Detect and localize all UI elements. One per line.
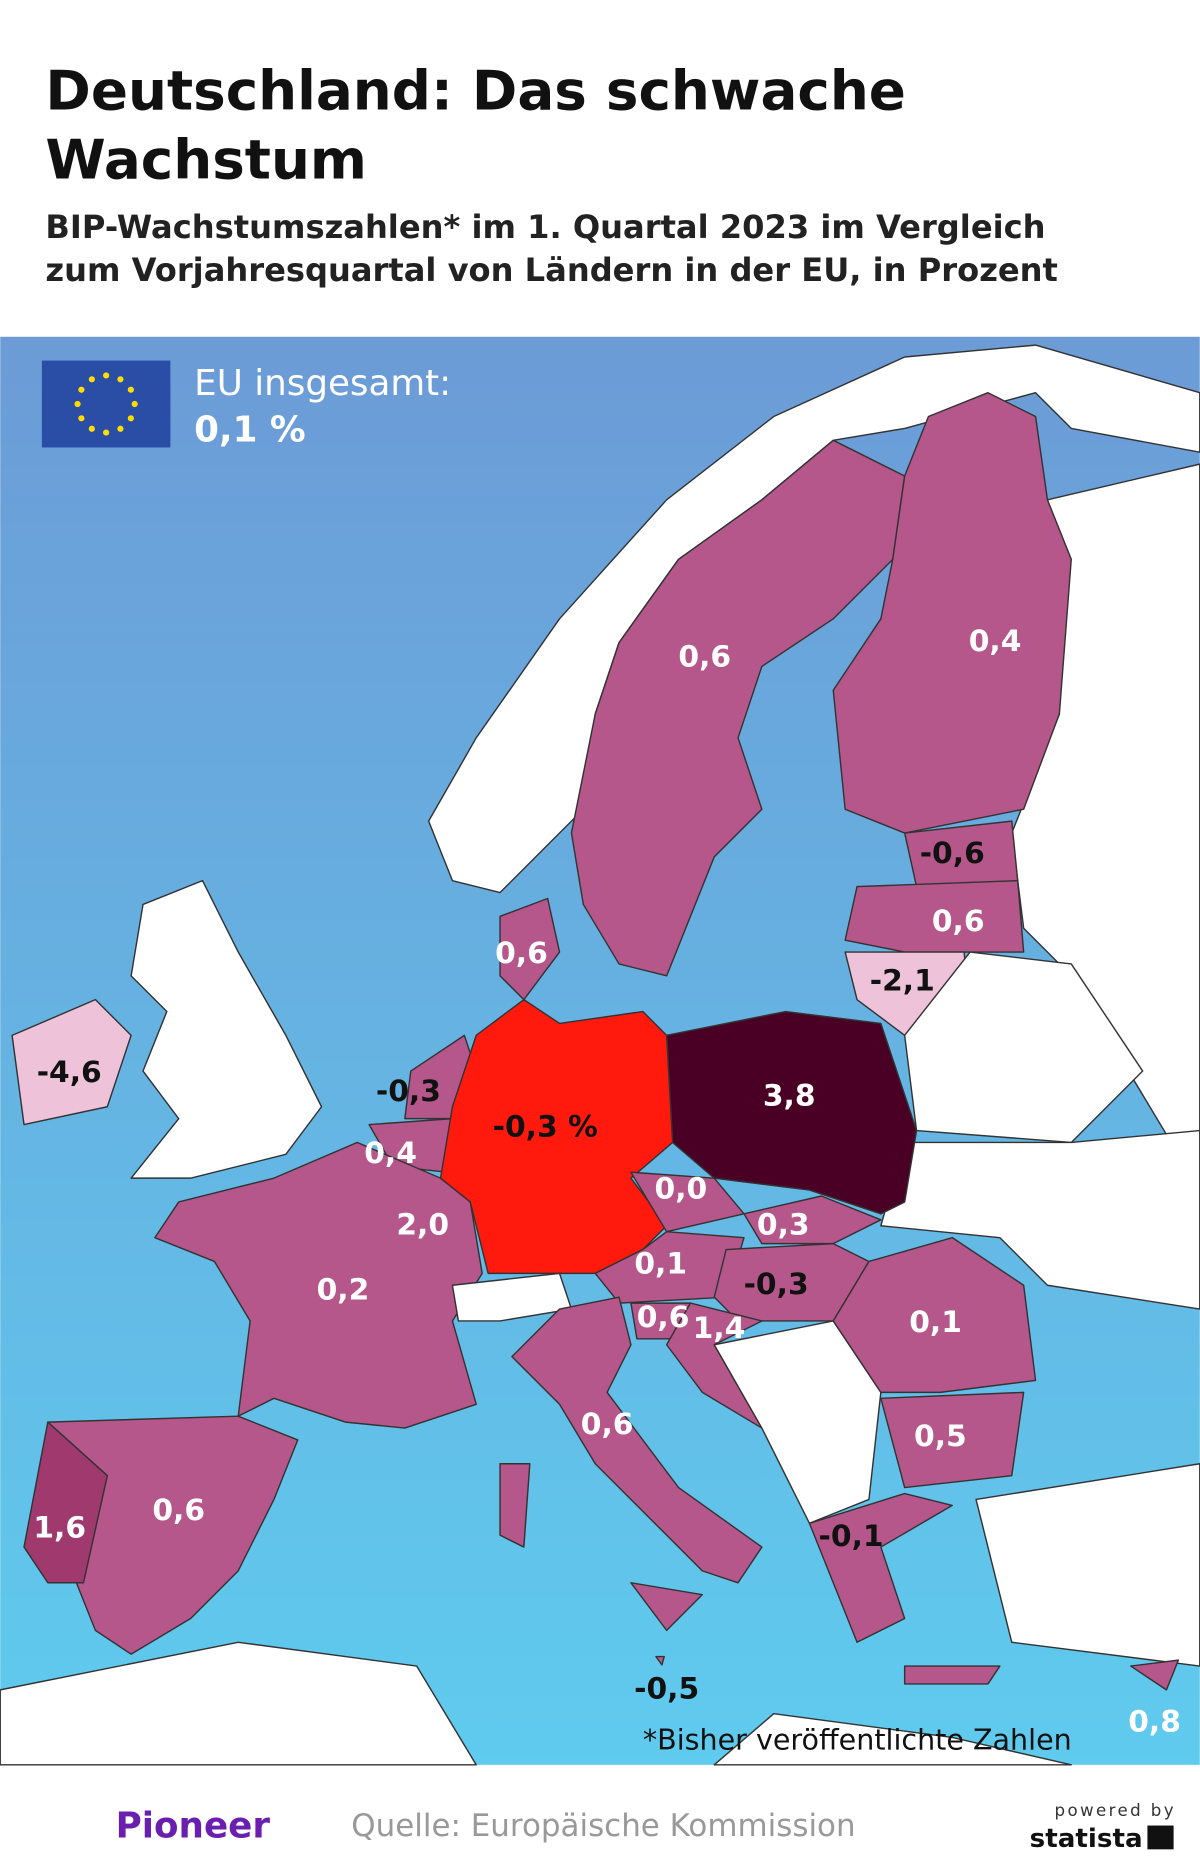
- statista-icon: [1147, 1825, 1174, 1850]
- value-label: -0,3: [376, 1074, 441, 1109]
- value-label: -0,3: [744, 1267, 809, 1302]
- value-label: 1,4: [693, 1311, 746, 1346]
- value-label: -0,1: [819, 1519, 884, 1554]
- value-label: 0,6: [678, 640, 731, 675]
- footnote: *Bisher veröffentlichte Zahlen: [643, 1722, 1072, 1756]
- brand-logo: Pioneer: [116, 1805, 271, 1846]
- ireland: [11, 998, 132, 1126]
- france: [154, 1141, 483, 1429]
- italy: [511, 1296, 763, 1584]
- value-label: 0,3: [757, 1207, 810, 1242]
- subtitle-line: zum Vorjahresquartal von Ländern in der …: [45, 251, 1057, 289]
- value-label: -4,6: [37, 1055, 102, 1090]
- value-label: 2,0: [396, 1207, 449, 1242]
- uk: [130, 879, 323, 1179]
- value-label: -0,3 %: [493, 1110, 598, 1145]
- value-label: -2,1: [870, 963, 935, 998]
- value-label: 0,8: [1128, 1705, 1181, 1740]
- denmark: [499, 897, 561, 1001]
- eu-box: EU insgesamt: 0,1 %: [41, 360, 451, 451]
- slovakia: [743, 1195, 882, 1245]
- star: [74, 400, 81, 408]
- finland: [832, 392, 1072, 834]
- star: [88, 376, 95, 383]
- source: Quelle: Europäische Kommission: [351, 1808, 855, 1844]
- eu-stars: [74, 372, 138, 436]
- bulgaria: [880, 1391, 1025, 1489]
- star: [78, 415, 85, 422]
- value-label: 0,4: [969, 624, 1022, 659]
- sardinia: [499, 1463, 531, 1548]
- value-label: 0,0: [655, 1172, 708, 1207]
- value-label: 0,6: [152, 1493, 205, 1528]
- sicily: [630, 1582, 704, 1632]
- sweden: [570, 439, 906, 977]
- value-label: 0,6: [932, 904, 985, 939]
- powered-by: powered by: [1055, 1801, 1176, 1820]
- map: 0,6 0,4 -0,6 0,6 -2,1 0,6 -4,6 -0,3 -0,3 % 3,8 0,4…: [0, 336, 1200, 1766]
- statista-logo: statista: [1030, 1824, 1143, 1854]
- title-line: Wachstum: [45, 128, 367, 192]
- malta: [655, 1655, 665, 1666]
- poland: [665, 1010, 918, 1215]
- value-labels: 0,6 0,4 -0,6 0,6 -2,1 0,6 -4,6 -0,3 -0,3 % 3,8 0,4…: [33, 624, 1181, 1740]
- africa: [0, 1641, 477, 1766]
- star: [103, 429, 110, 436]
- eu-label: EU insgesamt:: [194, 363, 451, 404]
- value-label: 0,6: [637, 1300, 690, 1335]
- value-label: -0,5: [634, 1671, 699, 1706]
- star: [127, 415, 134, 422]
- value-label: -0,6: [920, 836, 985, 871]
- switzerland: [451, 1272, 573, 1322]
- value-label: 0,4: [364, 1136, 417, 1171]
- eu-value: 0,1 %: [194, 410, 305, 451]
- value-label: 0,6: [495, 936, 548, 971]
- turkey: [975, 1463, 1200, 1667]
- value-label: 0,2: [317, 1273, 370, 1308]
- star: [127, 386, 134, 393]
- value-label: 0,5: [914, 1419, 967, 1454]
- subtitle-line: BIP-Wachstumszahlen* im 1. Quartal 2023 …: [45, 208, 1045, 246]
- africa: [713, 1712, 1072, 1766]
- value-label: 1,6: [33, 1511, 86, 1546]
- star: [78, 386, 85, 393]
- value-label: 0,6: [581, 1407, 634, 1442]
- cyprus: [1130, 1659, 1180, 1691]
- ukraine: [880, 1129, 1200, 1310]
- star: [131, 400, 138, 408]
- star: [103, 372, 110, 379]
- portugal: [23, 1421, 109, 1584]
- star: [117, 376, 124, 383]
- title-line: Deutschland: Das schwache: [45, 58, 906, 122]
- value-label: 0,1: [634, 1247, 687, 1282]
- value-label: 0,1: [909, 1305, 962, 1340]
- star: [88, 425, 95, 432]
- greece: [808, 1492, 953, 1643]
- star: [117, 425, 124, 432]
- romania: [832, 1236, 1037, 1394]
- value-label: 3,8: [763, 1079, 816, 1114]
- crete: [903, 1665, 1001, 1685]
